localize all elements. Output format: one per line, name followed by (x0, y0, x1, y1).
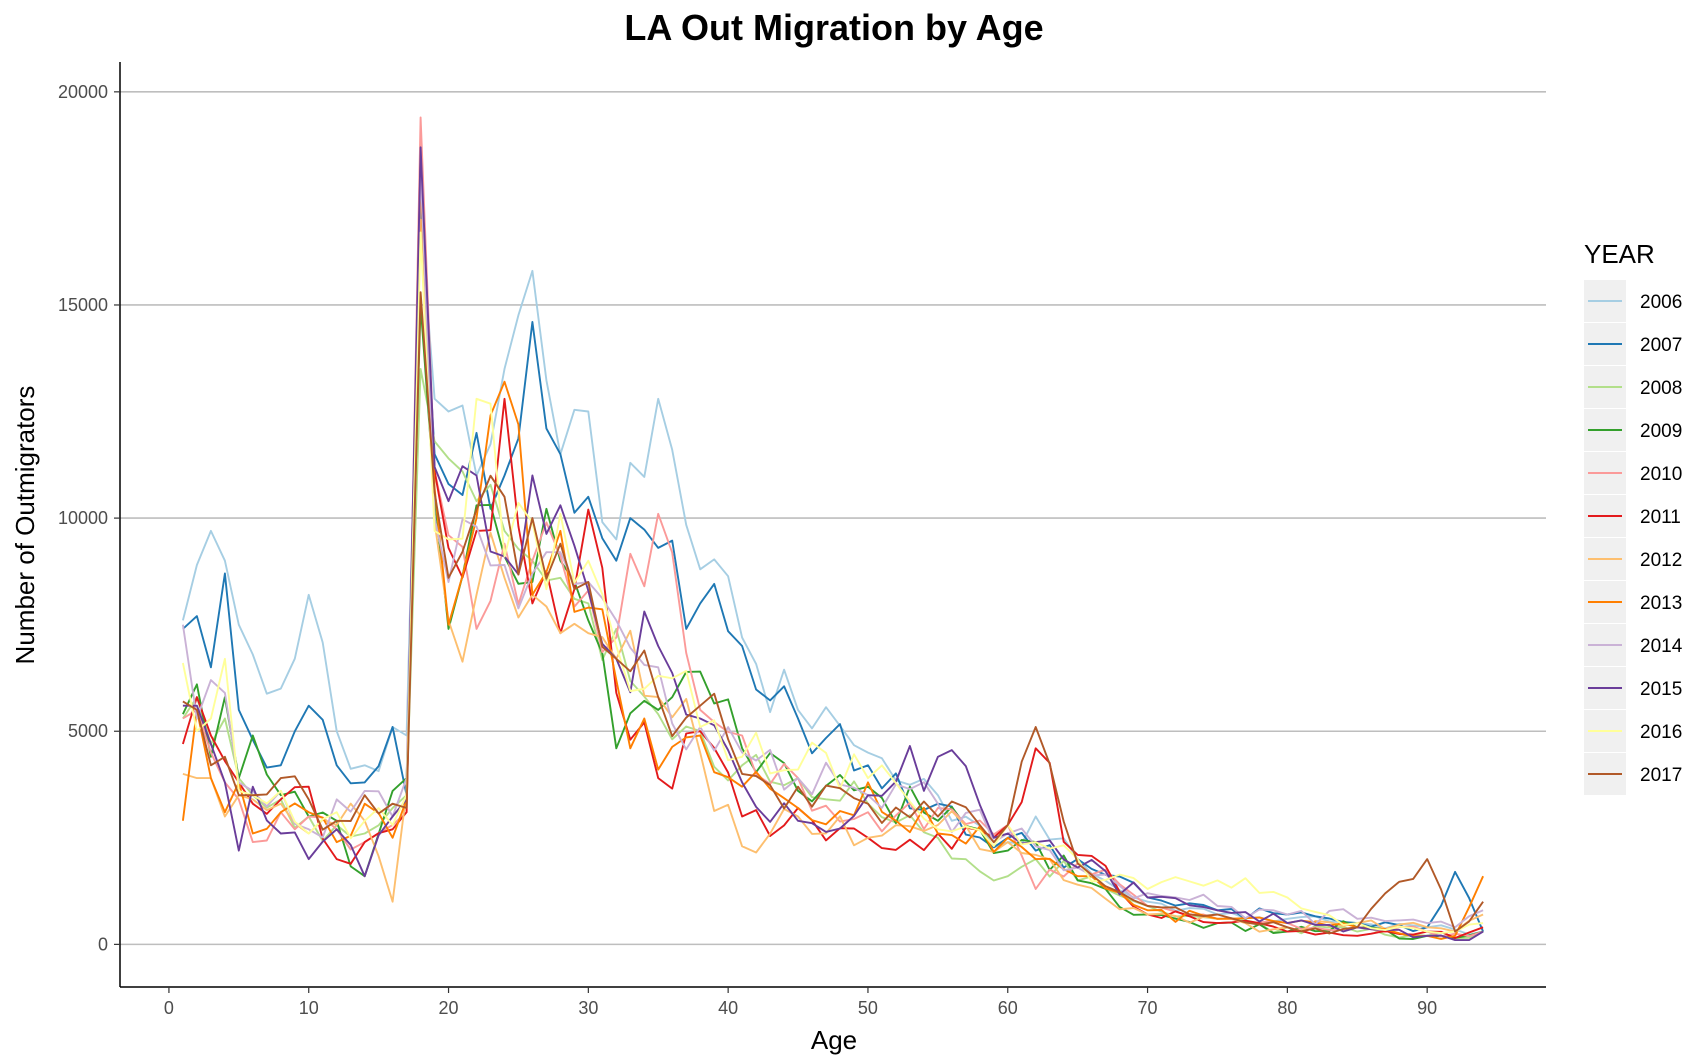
series-line-2014 (181, 167, 1484, 929)
x-tick-label: 20 (439, 998, 459, 1018)
legend-item-2008: 2008 (1584, 366, 1682, 408)
x-axis-ticks: 0 10 20 30 40 50 60 70 80 90 (164, 987, 1437, 1018)
y-tick-label: 5000 (68, 721, 108, 741)
x-tick-label: 10 (299, 998, 319, 1018)
y-axis-title: Number of Outmigrators (10, 386, 40, 665)
x-tick-label: 40 (718, 998, 738, 1018)
legend-label: 2017 (1640, 765, 1682, 786)
gridlines (120, 91, 1546, 946)
series-line-2016 (181, 231, 1484, 935)
legend-item-2012: 2012 (1584, 538, 1682, 580)
legend-label: 2007 (1640, 335, 1682, 356)
x-tick-label: 60 (998, 998, 1018, 1018)
legend-item-2011: 2011 (1584, 495, 1681, 537)
legend-label: 2010 (1640, 464, 1682, 485)
x-tick-label: 80 (1277, 998, 1297, 1018)
x-tick-label: 70 (1138, 998, 1158, 1018)
chart-title: LA Out Migration by Age (624, 7, 1043, 48)
legend-items: 2006 2007 2008 2009 2010 2011 2012 2013 2014 2015… (1584, 280, 1683, 795)
series-line-2011 (181, 154, 1484, 939)
legend-label: 2008 (1640, 378, 1682, 399)
series-line-2017 (182, 291, 1484, 935)
y-tick-label: 15000 (58, 295, 108, 315)
legend: YEAR 2006 2007 2008 2009 2010 2011 2012 2013 201… (1584, 239, 1683, 795)
legend-item-2013: 2013 (1584, 581, 1682, 623)
legend-label: 2015 (1640, 679, 1682, 700)
legend-item-2015: 2015 (1584, 667, 1682, 709)
series-line-2015 (182, 146, 1484, 942)
y-tick-label: 10000 (58, 508, 108, 528)
legend-item-2017: 2017 (1584, 753, 1682, 795)
series-line-2006 (181, 218, 1484, 936)
legend-item-2014: 2014 (1584, 624, 1683, 666)
legend-label: 2011 (1640, 507, 1681, 528)
y-axis-ticks: 0 5000 10000 15000 20000 (58, 82, 120, 954)
series-lines (181, 116, 1484, 942)
series-line-2007 (182, 197, 1484, 933)
legend-item-2007: 2007 (1584, 323, 1682, 365)
y-tick-label: 0 (98, 934, 108, 954)
legend-label: 2016 (1640, 722, 1682, 743)
legend-label: 2014 (1640, 636, 1683, 657)
series-line-2013 (181, 180, 1484, 940)
y-tick-label: 20000 (58, 82, 108, 102)
x-tick-label: 0 (164, 998, 174, 1018)
legend-label: 2012 (1640, 550, 1682, 571)
x-axis-title: Age (811, 1025, 857, 1055)
legend-item-2006: 2006 (1584, 280, 1682, 322)
legend-label: 2006 (1640, 292, 1682, 313)
x-tick-label: 30 (578, 998, 598, 1018)
legend-item-2016: 2016 (1584, 710, 1682, 752)
legend-label: 2009 (1640, 421, 1682, 442)
series-line-2009 (182, 304, 1484, 940)
x-tick-label: 50 (858, 998, 878, 1018)
series-line-2012 (182, 218, 1484, 933)
legend-item-2010: 2010 (1584, 452, 1682, 494)
x-tick-label: 90 (1417, 998, 1437, 1018)
legend-title: YEAR (1584, 239, 1655, 269)
legend-item-2009: 2009 (1584, 409, 1682, 451)
legend-label: 2013 (1640, 593, 1682, 614)
